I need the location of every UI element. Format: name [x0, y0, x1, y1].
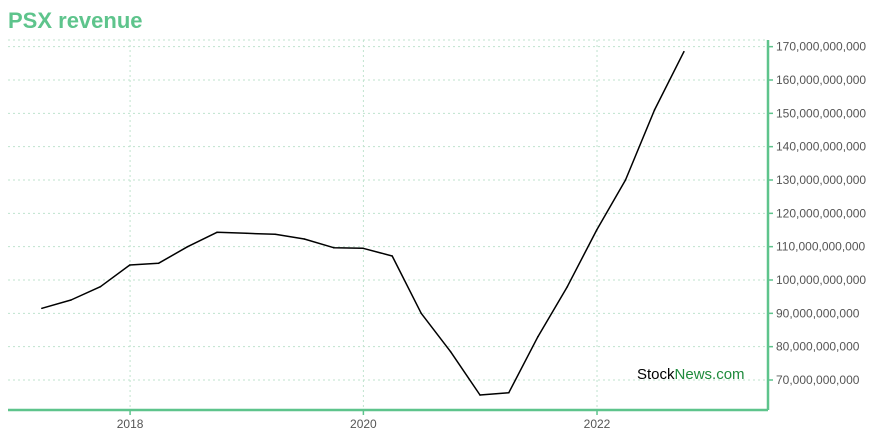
y-tick-label: 120,000,000,000 [776, 206, 866, 220]
axes [8, 40, 770, 412]
data-point-12 [391, 255, 394, 257]
data-point-7 [245, 232, 248, 235]
x-tick-labels: 2018 2020 2022 [117, 410, 611, 431]
data-point-2 [99, 285, 102, 288]
y-tick-label: 170,000,000,000 [776, 40, 866, 54]
data-point-22 [683, 50, 685, 53]
y-tick-label: 70,000,000,000 [776, 373, 860, 387]
x-tick-label: 2022 [584, 417, 611, 431]
x-tick-label: 2018 [117, 417, 144, 431]
data-point-21 [653, 109, 656, 111]
watermark-news-com: News.com [675, 366, 745, 383]
data-point-0 [41, 307, 43, 310]
data-point-16 [508, 391, 510, 394]
y-tick-label: 100,000,000,000 [776, 273, 866, 287]
y-tick-labels: 70,000,000,000 80,000,000,000 90,000,000,0… [768, 40, 866, 387]
data-point-15 [479, 394, 481, 396]
y-tick-label: 80,000,000,000 [776, 340, 860, 354]
data-series-line [41, 50, 685, 396]
y-tick-label: 130,000,000,000 [776, 173, 866, 187]
data-point-13 [420, 312, 423, 315]
y-tick-label: 90,000,000,000 [776, 306, 860, 320]
data-point-14 [449, 350, 452, 353]
stocknews-watermark: StockNews.com [637, 366, 745, 383]
data-point-10 [332, 246, 335, 249]
data-point-8 [274, 233, 277, 236]
data-point-11 [362, 247, 364, 250]
y-tick-label: 140,000,000,000 [776, 140, 866, 154]
data-point-9 [303, 238, 306, 240]
data-point-5 [186, 245, 189, 248]
x-tick-label: 2020 [350, 417, 377, 431]
y-tick-label: 150,000,000,000 [776, 106, 866, 120]
data-point-6 [216, 231, 218, 234]
data-point-3 [129, 264, 131, 266]
watermark-stock: Stock [637, 366, 675, 383]
data-point-17 [537, 335, 539, 338]
data-point-4 [157, 262, 160, 265]
y-tick-label: 110,000,000,000 [776, 240, 866, 254]
y-tick-label: 160,000,000,000 [776, 73, 866, 87]
series-line-0 [41, 51, 685, 396]
data-point-20 [624, 179, 627, 181]
data-point-18 [566, 285, 569, 288]
data-point-19 [595, 229, 598, 231]
chart-title: PSX revenue [8, 8, 143, 33]
grid-lines [8, 39, 768, 410]
data-point-1 [70, 299, 72, 301]
